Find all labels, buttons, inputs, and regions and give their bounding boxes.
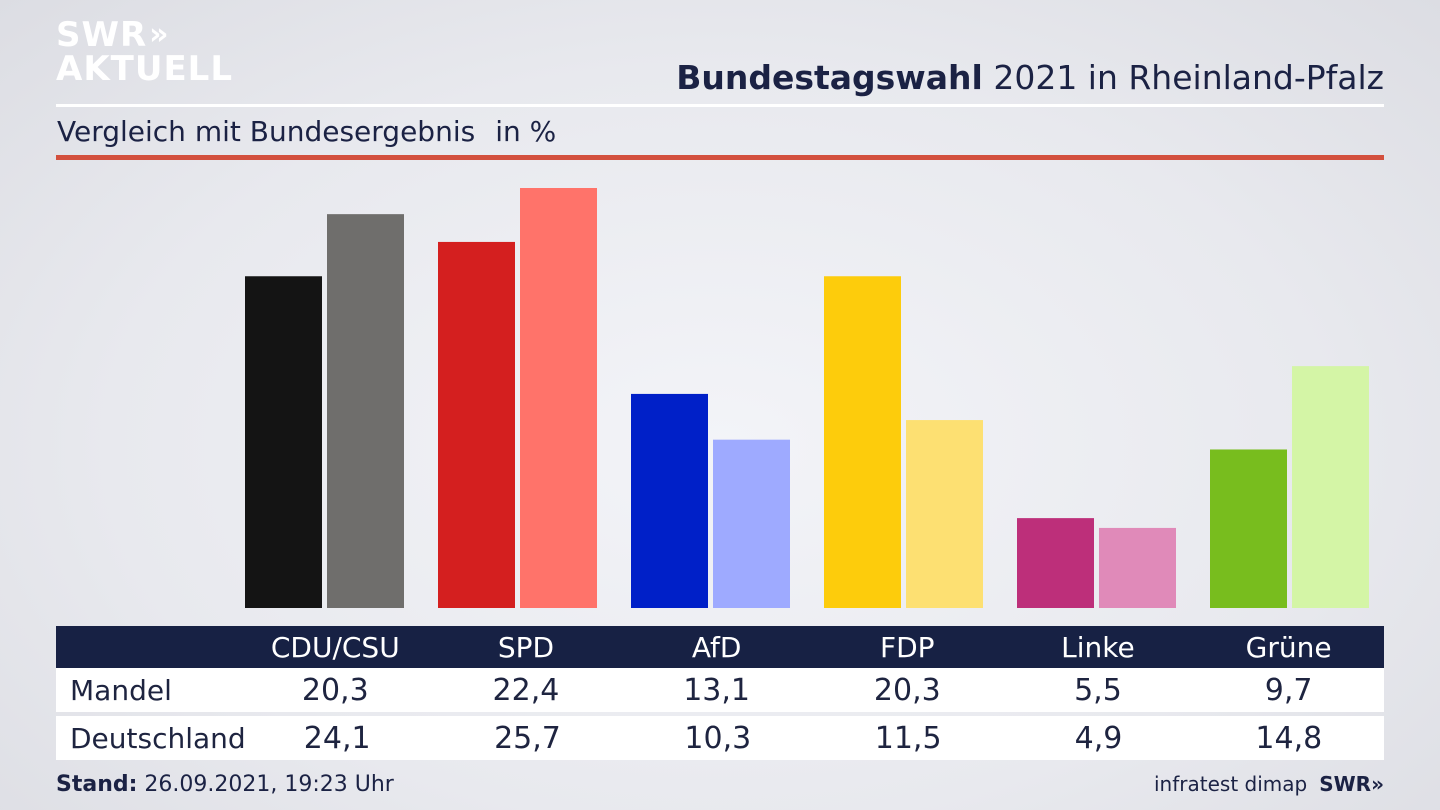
- timestamp: Stand: 26.09.2021, 19:23 Uhr: [56, 772, 394, 797]
- bar-spd-mandel: [438, 241, 515, 608]
- source-credit: infratest dimap SWR»: [1154, 772, 1384, 796]
- header-spd: SPD: [497, 630, 555, 664]
- value-cell: 5,5: [1074, 672, 1122, 708]
- header-afd: AfD: [691, 630, 742, 664]
- bar-cducsu-deutschland: [327, 214, 404, 608]
- swr-logo: SWR»: [1319, 772, 1384, 796]
- bar-afd-mandel: [631, 393, 708, 608]
- divider-white: [56, 104, 1384, 107]
- bar-linke-mandel: [1017, 518, 1094, 608]
- bar-grne-deutschland: [1292, 366, 1369, 608]
- row-label-deutschland: Deutschland: [70, 721, 246, 755]
- bar-cducsu-mandel: [245, 276, 322, 608]
- table-row: Deutschland 24,1 25,7 10,3 11,5 4,9 14,8: [56, 716, 1384, 760]
- row-label-mandel: Mandel: [70, 673, 172, 707]
- bar-linke-deutschland: [1099, 527, 1176, 608]
- table-row: Mandel 20,3 22,4 13,1 20,3 5,5 9,7: [56, 668, 1384, 712]
- value-cell: 24,1: [303, 720, 371, 756]
- header-cdu-csu: CDU/CSU: [270, 630, 400, 664]
- value-cell: 25,7: [494, 720, 561, 756]
- header-gruene: Grüne: [1245, 630, 1332, 664]
- value-cell: 13,1: [683, 672, 751, 708]
- unit-label: in %: [495, 115, 557, 148]
- results-table: CDU/CSU SPD AfD FDP Linke Grüne Mandel 2…: [56, 626, 1384, 760]
- divider-red: [56, 155, 1384, 160]
- swr-aktuell-logo: SWR» AKTUELL: [56, 15, 234, 89]
- value-cell: 4,9: [1074, 720, 1123, 756]
- table-header-row: CDU/CSU SPD AfD FDP Linke Grüne: [56, 626, 1384, 668]
- value-cell: 22,4: [492, 672, 560, 708]
- bar-spd-deutschland: [520, 188, 597, 608]
- chevrons-icon: »: [149, 17, 169, 52]
- bar-grne-mandel: [1210, 449, 1287, 608]
- bar-fdp-mandel: [824, 276, 901, 608]
- bar-fdp-deutschland: [906, 420, 983, 608]
- chart-subtitle: Vergleich mit Bundesergebnis in %: [57, 115, 557, 148]
- value-cell: 9,7: [1264, 672, 1313, 708]
- bar-afd-deutschland: [713, 439, 790, 608]
- value-cell: 20,3: [873, 672, 941, 708]
- header-linke: Linke: [1061, 630, 1135, 664]
- value-cell: 11,5: [874, 720, 942, 756]
- value-cell: 14,8: [1255, 720, 1323, 756]
- value-cell: 10,3: [684, 720, 752, 756]
- page-title: Bundestagswahl 2021 in Rheinland-Pfalz: [676, 58, 1384, 97]
- value-cell: 20,3: [301, 672, 369, 708]
- header-fdp: FDP: [880, 630, 935, 664]
